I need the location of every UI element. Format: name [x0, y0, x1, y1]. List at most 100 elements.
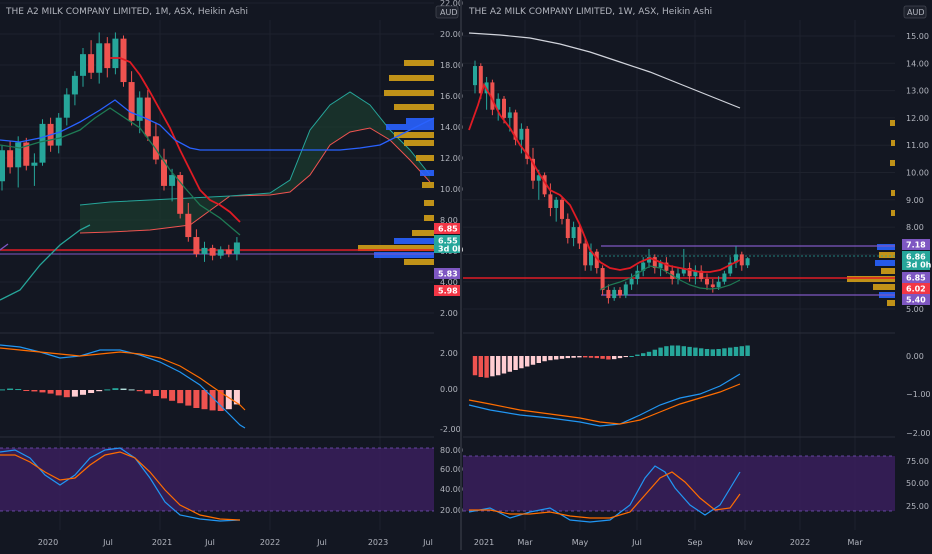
left-time-label: Jul	[316, 538, 327, 547]
left-candle-body	[31, 162, 38, 166]
right-macd	[468, 345, 750, 427]
left-time-label: Jul	[204, 538, 215, 547]
left-time-axis[interactable]: 2020 Jul 2021 Jul 2022 Jul 2023 Jul	[38, 538, 433, 547]
right-candle-body	[658, 262, 663, 269]
right-time-axis[interactable]: 2021 Mar May Jul Sep Nov 2022 Mar	[474, 538, 863, 547]
left-macd-hist-bar	[23, 390, 30, 391]
right-time-label: Mar	[517, 538, 533, 547]
right-candle-body	[623, 284, 628, 296]
left-macd-hist-bar	[136, 390, 143, 392]
right-macd-hist-bar	[490, 356, 495, 377]
right-price-badge	[902, 272, 930, 283]
left-time-label: 2021	[152, 538, 172, 547]
right-volume-bar	[847, 276, 895, 282]
left-candle-body	[136, 97, 143, 121]
left-candle-body	[71, 75, 78, 95]
left-price-label: 14.00	[440, 123, 463, 132]
right-candle-body	[647, 257, 651, 263]
right-rsi-label: 50.00	[906, 479, 929, 488]
left-volume-bar	[404, 259, 434, 265]
right-candle-body	[502, 98, 506, 118]
left-price-badge-text: 5.98	[438, 287, 458, 296]
left-macd-hist-bar	[55, 390, 62, 396]
left-green-line	[0, 107, 241, 236]
right-macd-hist-bar	[710, 349, 715, 356]
left-macd-hist-bar	[104, 389, 111, 391]
right-volume-bar	[887, 300, 895, 306]
left-currency-label: AUD	[440, 8, 458, 17]
left-red-line	[110, 57, 241, 223]
left-candle-body	[152, 136, 159, 160]
left-macd-hist-bar	[185, 390, 192, 406]
right-candle-body	[629, 278, 634, 285]
left-macd-hist-bar	[152, 390, 159, 396]
left-price-badge	[434, 223, 462, 234]
left-volume-bar	[404, 60, 434, 66]
left-macd-hist-bar	[144, 390, 151, 394]
left-macd-hist-bar	[112, 388, 119, 390]
right-price-badge-countdown: 3d 0h	[906, 261, 932, 270]
right-candle-body	[687, 268, 692, 277]
left-time-label: 2023	[368, 538, 388, 547]
right-price-label: 15.00	[906, 32, 929, 41]
right-price-label: 11.00	[906, 141, 929, 150]
right-candle-body	[681, 268, 686, 274]
left-price-label: 22.00	[440, 0, 463, 8]
right-volume-bar	[891, 140, 895, 146]
right-macd-hist-bar	[565, 356, 570, 359]
right-macd-hist-bar	[716, 349, 721, 356]
right-rsi-band	[463, 456, 895, 511]
right-candle-body	[745, 258, 750, 266]
left-macd-hist-bar	[80, 390, 86, 395]
right-candle-body	[507, 112, 512, 118]
right-macd-hist-bar	[733, 346, 739, 356]
right-candle-body	[739, 254, 744, 266]
right-chart-pane[interactable]: THE A2 MILK COMPANY LIMITED, 1W, ASX, He…	[463, 5, 932, 547]
right-price-label: 13.00	[906, 87, 929, 96]
left-macd-hist-bar	[169, 390, 176, 401]
right-candle-body	[478, 66, 483, 94]
right-macd-hist-bar	[617, 356, 623, 359]
right-candle-body	[531, 158, 535, 181]
left-chart-pane[interactable]: THE A2 MILK COMPANY LIMITED, 1M, ASX, He…	[0, 0, 464, 547]
right-price-badge	[902, 294, 930, 305]
right-volume-bar	[890, 160, 895, 166]
right-price-label: 8.00	[906, 223, 924, 232]
left-candle-body	[55, 117, 62, 146]
left-purple-seg	[0, 243, 9, 251]
left-senkou-b	[79, 127, 431, 234]
right-price-label: 5.00	[906, 305, 924, 314]
right-candle-body	[710, 284, 715, 288]
right-volume-bar	[890, 120, 895, 126]
left-candle-body	[161, 159, 167, 186]
left-price-badge	[434, 268, 462, 279]
left-price-axis[interactable]: 22.0020.0018.0016.0014.0012.0010.008.006…	[434, 0, 464, 515]
left-rsi	[0, 447, 241, 522]
right-price-badge-text: 6.02	[906, 285, 926, 294]
right-time-label: 2022	[790, 538, 810, 547]
left-candle-body	[7, 150, 14, 168]
left-time-label: 2020	[38, 538, 58, 547]
right-price-axis[interactable]: 15.00 14.00 13.00 12.00 11.00 10.00 9.00 8.00 7.…	[902, 5, 932, 511]
left-price-label: 16.00	[440, 92, 463, 101]
right-candle-body	[600, 268, 605, 290]
right-macd-hist-bar	[478, 356, 483, 377]
right-candle-body	[606, 289, 611, 299]
left-candle-body	[0, 150, 5, 182]
right-candle-body	[641, 262, 646, 271]
left-candle-body	[112, 38, 119, 69]
right-price-badge-text: 5.40	[906, 296, 926, 305]
right-price-label: 12.00	[906, 114, 929, 123]
left-candle-body	[217, 249, 224, 256]
left-candle-body	[177, 175, 184, 214]
left-indicator-lines	[0, 57, 435, 301]
left-macd-hist-bar	[39, 390, 46, 393]
right-price-badge	[902, 251, 930, 270]
left-macd-hist-bar	[209, 390, 216, 411]
left-volume-bar	[420, 170, 434, 176]
right-volume-bar	[891, 190, 895, 196]
left-macd-hist-bar	[193, 390, 200, 408]
left-macd-hist-bar	[15, 389, 22, 391]
right-macd-label: −1.00	[906, 390, 931, 399]
left-macd-label: -2.00	[440, 425, 461, 434]
